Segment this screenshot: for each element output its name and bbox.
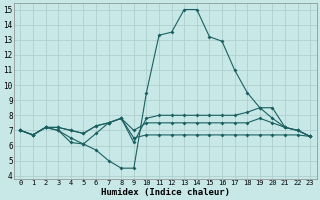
X-axis label: Humidex (Indice chaleur): Humidex (Indice chaleur)	[101, 188, 230, 197]
